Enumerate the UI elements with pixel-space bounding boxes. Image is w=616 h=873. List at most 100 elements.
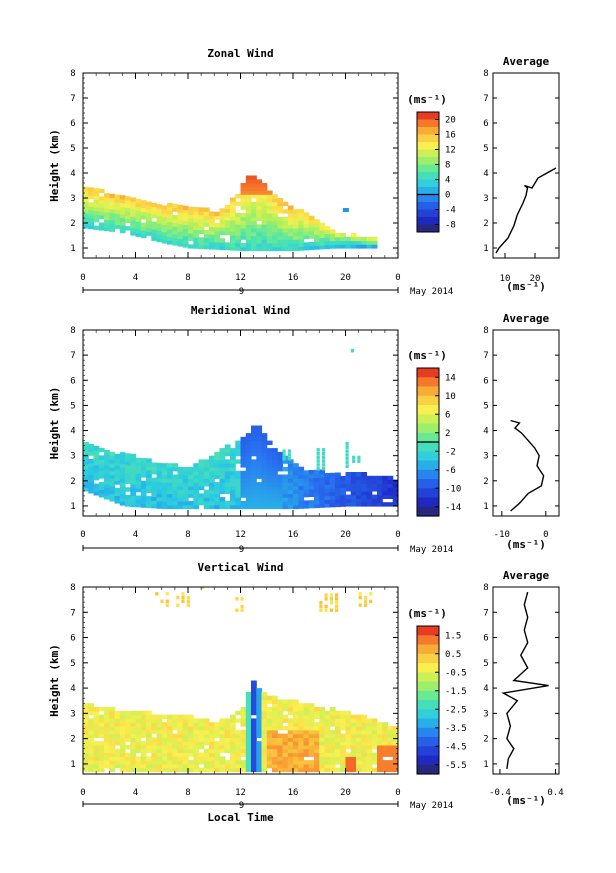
heatmap-cell	[235, 451, 242, 457]
heatmap-cell	[398, 768, 404, 772]
colorbar-tick-label: -4	[445, 206, 456, 216]
heatmap-cell	[256, 726, 263, 731]
heatmap-cell	[198, 463, 205, 468]
heatmap-cell	[256, 224, 263, 229]
heatmap-cell	[282, 493, 289, 498]
heatmap-cell	[335, 756, 341, 761]
heatmap-cell	[240, 246, 247, 252]
heatmap-cell	[329, 737, 336, 742]
heatmap-cell	[130, 710, 137, 716]
heatmap-cell	[387, 490, 394, 496]
panel-title: Vertical Wind	[197, 561, 283, 574]
heatmap-cell	[156, 219, 163, 224]
heatmap-cell	[224, 470, 231, 476]
heatmap-cell	[382, 722, 388, 727]
heatmap-cell	[167, 470, 173, 476]
heatmap-cell	[245, 500, 252, 506]
heatmap-cell	[193, 467, 200, 472]
heatmap-cell	[198, 244, 205, 250]
heatmap-cell	[350, 487, 357, 492]
heatmap-cell	[251, 722, 257, 727]
heatmap-cell	[240, 198, 247, 203]
heatmap-cell	[146, 767, 152, 773]
heatmap-cell	[109, 216, 116, 221]
heatmap-cell	[214, 763, 221, 769]
heatmap-cell	[335, 480, 341, 485]
heatmap-cell	[104, 752, 110, 757]
heatmap-cell	[109, 197, 116, 202]
heatmap-cell	[345, 464, 349, 468]
heatmap-cell	[130, 487, 137, 492]
heatmap-cell	[324, 748, 331, 754]
heatmap-cell	[329, 593, 333, 597]
heatmap-cell	[293, 714, 299, 719]
heatmap-cell	[282, 243, 289, 248]
heatmap-cell	[83, 201, 89, 207]
heatmap-cell	[104, 215, 110, 220]
heatmap-cell	[177, 741, 184, 746]
heatmap-cell	[235, 504, 242, 510]
heatmap-cell	[366, 722, 373, 727]
average-y-tick-label: 1	[483, 760, 488, 770]
colorbar-frame	[416, 111, 440, 233]
heatmap-cell	[109, 741, 116, 746]
colorbar-segment	[417, 224, 439, 233]
heatmap-cell	[151, 760, 158, 765]
heatmap-cell	[377, 752, 383, 757]
heatmap-cell	[245, 216, 252, 222]
heatmap-cell	[293, 239, 299, 244]
heatmap-cell	[230, 459, 236, 464]
heatmap-cell	[256, 243, 263, 248]
heatmap-cell	[240, 608, 244, 612]
heatmap-cell	[182, 497, 189, 502]
heatmap-cell	[224, 231, 231, 236]
heatmap-cell	[371, 487, 378, 492]
heatmap-cell	[335, 600, 339, 605]
heatmap-cell	[316, 463, 320, 467]
average-y-tick-label: 6	[483, 119, 488, 129]
heatmap-cell	[377, 748, 383, 754]
heatmap-cell	[214, 748, 221, 754]
heatmap-cell	[209, 478, 215, 483]
heatmap-cell	[177, 760, 184, 765]
heatmap-cell	[282, 216, 289, 222]
heatmap-cell	[340, 502, 346, 507]
heatmap-cell	[319, 492, 326, 497]
heatmap-cell	[224, 733, 231, 738]
heatmap-cell	[172, 478, 179, 483]
heatmap-cell	[125, 710, 131, 716]
heatmap-cell	[240, 451, 247, 457]
heatmap-cell	[340, 737, 346, 742]
heatmap-cell	[377, 479, 383, 484]
heatmap-cell	[293, 216, 299, 222]
heatmap-cell	[167, 718, 173, 723]
heatmap-cell	[135, 726, 142, 731]
heatmap-cell	[261, 691, 268, 697]
average-x-tick-label: 10	[500, 274, 511, 284]
heatmap-cell	[398, 495, 404, 499]
heatmap-cell	[203, 233, 210, 239]
heatmap-cell	[188, 760, 194, 765]
heatmap-cell	[261, 500, 268, 506]
heatmap-cell	[98, 714, 105, 719]
heatmap-cell	[282, 485, 289, 491]
heatmap-cell	[214, 223, 221, 228]
heatmap-cell	[219, 219, 226, 224]
average-y-tick-label: 2	[483, 735, 488, 745]
heatmap-cell	[240, 440, 247, 445]
heatmap-cell	[245, 478, 252, 483]
heatmap-cell	[235, 710, 242, 716]
heatmap-cell	[98, 718, 105, 723]
heatmap-cell	[335, 722, 341, 727]
heatmap-cell	[314, 230, 320, 235]
heatmap-cell	[277, 497, 284, 502]
average-y-tick-label: 2	[483, 477, 488, 487]
average-title: Average	[503, 569, 550, 582]
heatmap-cell	[298, 504, 305, 509]
heatmap-cell	[345, 494, 352, 499]
heatmap-cell	[156, 222, 163, 228]
heatmap-cell	[261, 729, 268, 735]
heatmap-cell	[371, 498, 378, 503]
heatmap-cell	[335, 744, 341, 750]
average-title: Average	[503, 312, 550, 325]
